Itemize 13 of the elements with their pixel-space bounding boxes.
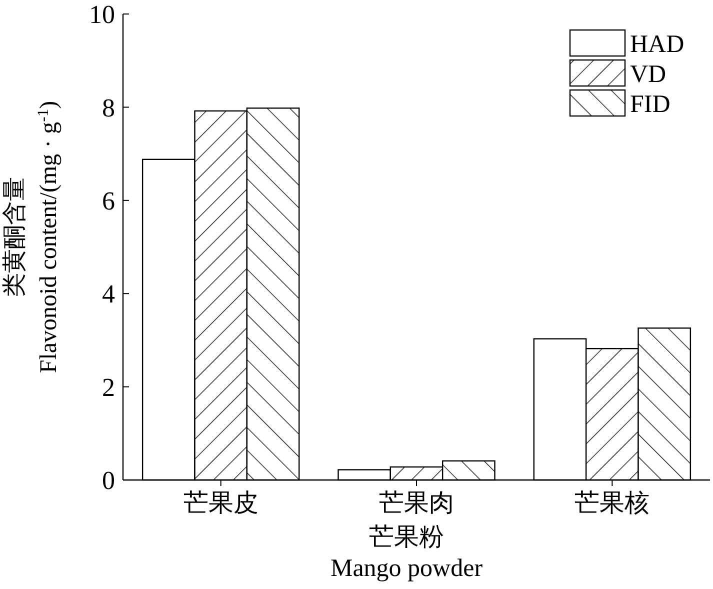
legend-label: VD — [630, 60, 666, 88]
y-tick-label: 0 — [102, 466, 115, 496]
y-tick-label: 4 — [102, 280, 115, 309]
x-tick-label: 芒果皮 — [183, 490, 258, 517]
y-tick-label: 8 — [102, 93, 115, 122]
y-tick-label: 6 — [102, 186, 115, 216]
x-tick-label: 芒果核 — [574, 490, 650, 517]
x-axis-title: 芒果粉 Mango powder — [330, 524, 484, 582]
y-tick-label: 2 — [102, 372, 115, 402]
legend-label: FID — [630, 90, 670, 118]
legend-label: HAD — [630, 30, 684, 58]
y-tick-label: 10 — [89, 0, 115, 30]
x-tick-label: 芒果肉 — [379, 490, 454, 517]
